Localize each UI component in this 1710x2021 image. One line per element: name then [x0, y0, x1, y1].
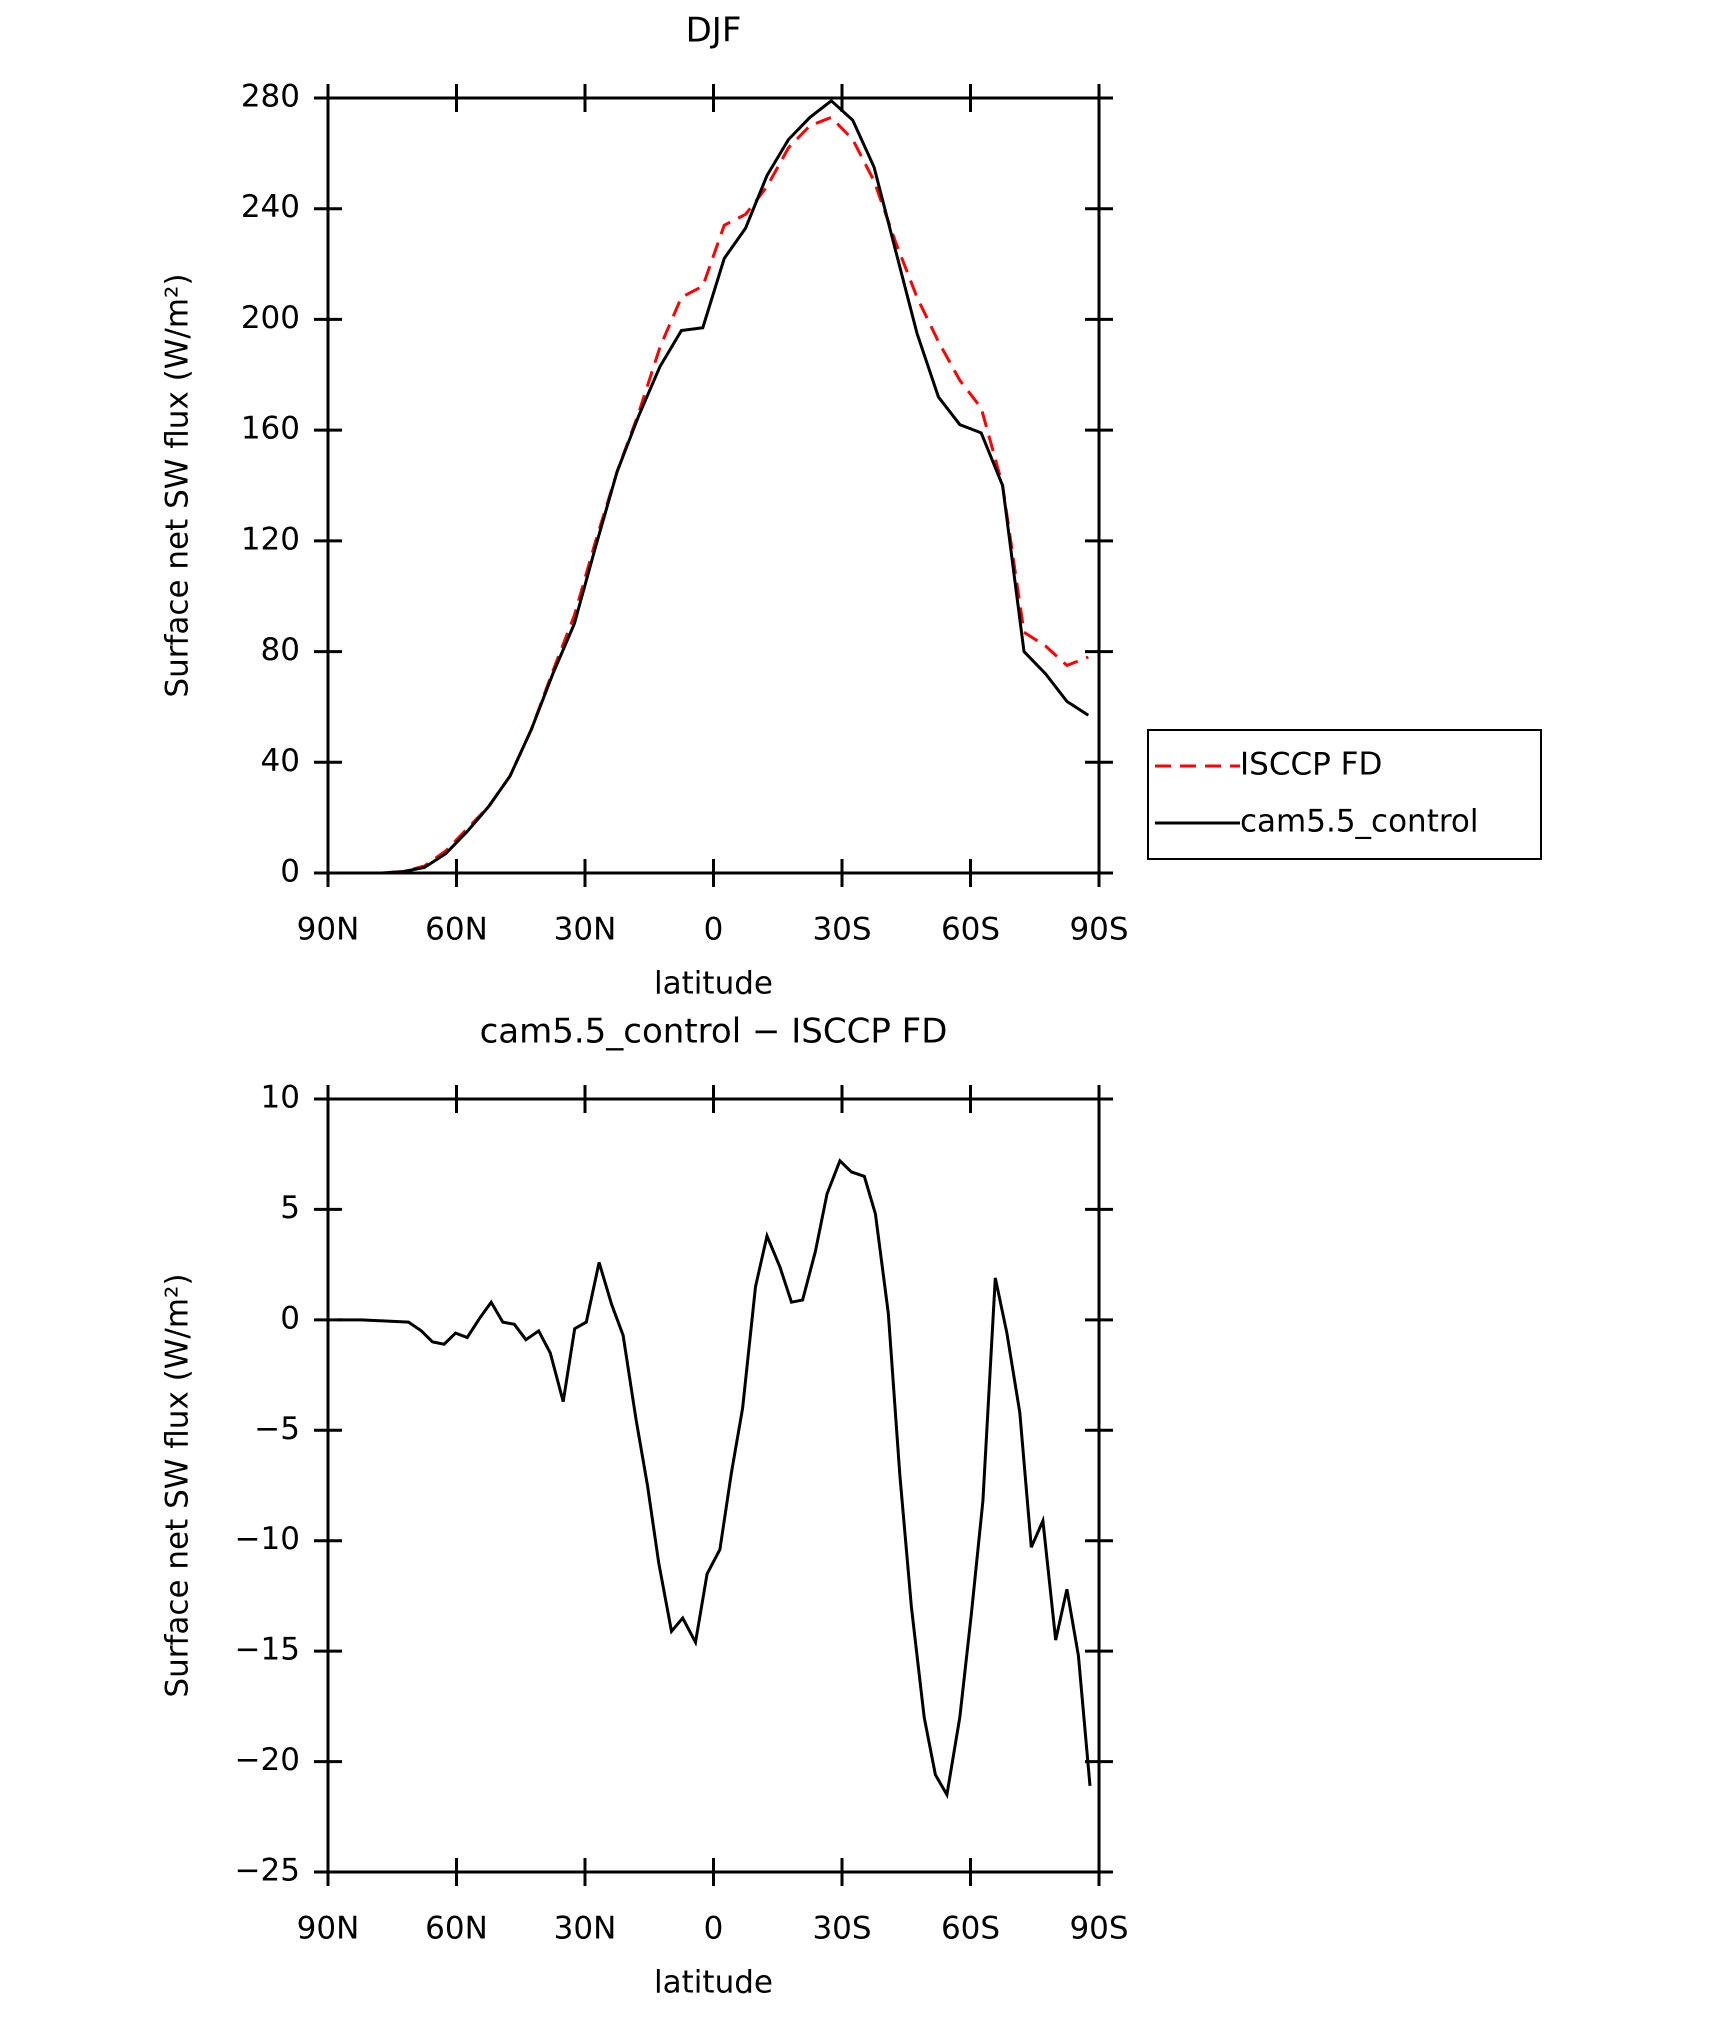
y-axis-label: Surface net SW flux (W/m²) — [160, 273, 196, 697]
legend-label: ISCCP FD — [1240, 747, 1382, 783]
x-axis-label: latitude — [654, 966, 773, 1002]
x-tick-label: 60N — [425, 1911, 488, 1947]
legend-box — [1147, 729, 1542, 860]
x-tick-label: 90S — [1069, 912, 1128, 948]
y-tick-label: 240 — [241, 189, 300, 225]
y-axis-label: Surface net SW flux (W/m²) — [160, 1273, 196, 1697]
plot-frame — [326, 96, 1101, 875]
x-tick-label: 90N — [297, 912, 360, 948]
y-tick-label: −5 — [254, 1411, 300, 1447]
x-tick-label: 60S — [941, 1911, 1000, 1947]
chart-title: cam5.5_control − ISCCP FD — [480, 1012, 948, 1052]
y-tick-label: 0 — [280, 1300, 300, 1336]
y-tick-label: 5 — [280, 1190, 300, 1226]
y-tick-label: −15 — [235, 1632, 300, 1668]
y-tick-label: 10 — [261, 1080, 300, 1116]
x-tick-label: 90S — [1069, 1911, 1128, 1947]
x-tick-label: 30S — [812, 1911, 871, 1947]
y-tick-label: 200 — [241, 300, 300, 336]
x-axis-label: latitude — [654, 1965, 773, 2001]
y-tick-label: 120 — [241, 521, 300, 557]
x-tick-label: 60S — [941, 912, 1000, 948]
y-tick-label: 80 — [261, 632, 300, 668]
data-line — [338, 115, 1089, 875]
y-tick-label: −10 — [235, 1521, 300, 1557]
x-tick-label: 60N — [425, 912, 488, 948]
x-tick-label: 90N — [297, 1911, 360, 1947]
data-line — [338, 1158, 1092, 1800]
x-tick-label: 30S — [812, 912, 871, 948]
x-tick-label: 0 — [704, 1911, 724, 1947]
y-tick-label: 280 — [241, 79, 300, 115]
plot-frame — [326, 1097, 1101, 1874]
y-tick-label: −20 — [235, 1742, 300, 1778]
data-line — [338, 98, 1090, 875]
x-tick-label: 0 — [704, 912, 724, 948]
y-tick-label: −25 — [235, 1853, 300, 1889]
legend-label: cam5.5_control — [1240, 804, 1479, 840]
x-tick-label: 30N — [554, 912, 617, 948]
y-tick-label: 40 — [261, 743, 300, 779]
x-tick-label: 30N — [554, 1911, 617, 1947]
chart-title: DJF — [686, 11, 742, 51]
y-tick-label: 160 — [241, 411, 300, 447]
y-tick-label: 0 — [280, 854, 300, 890]
